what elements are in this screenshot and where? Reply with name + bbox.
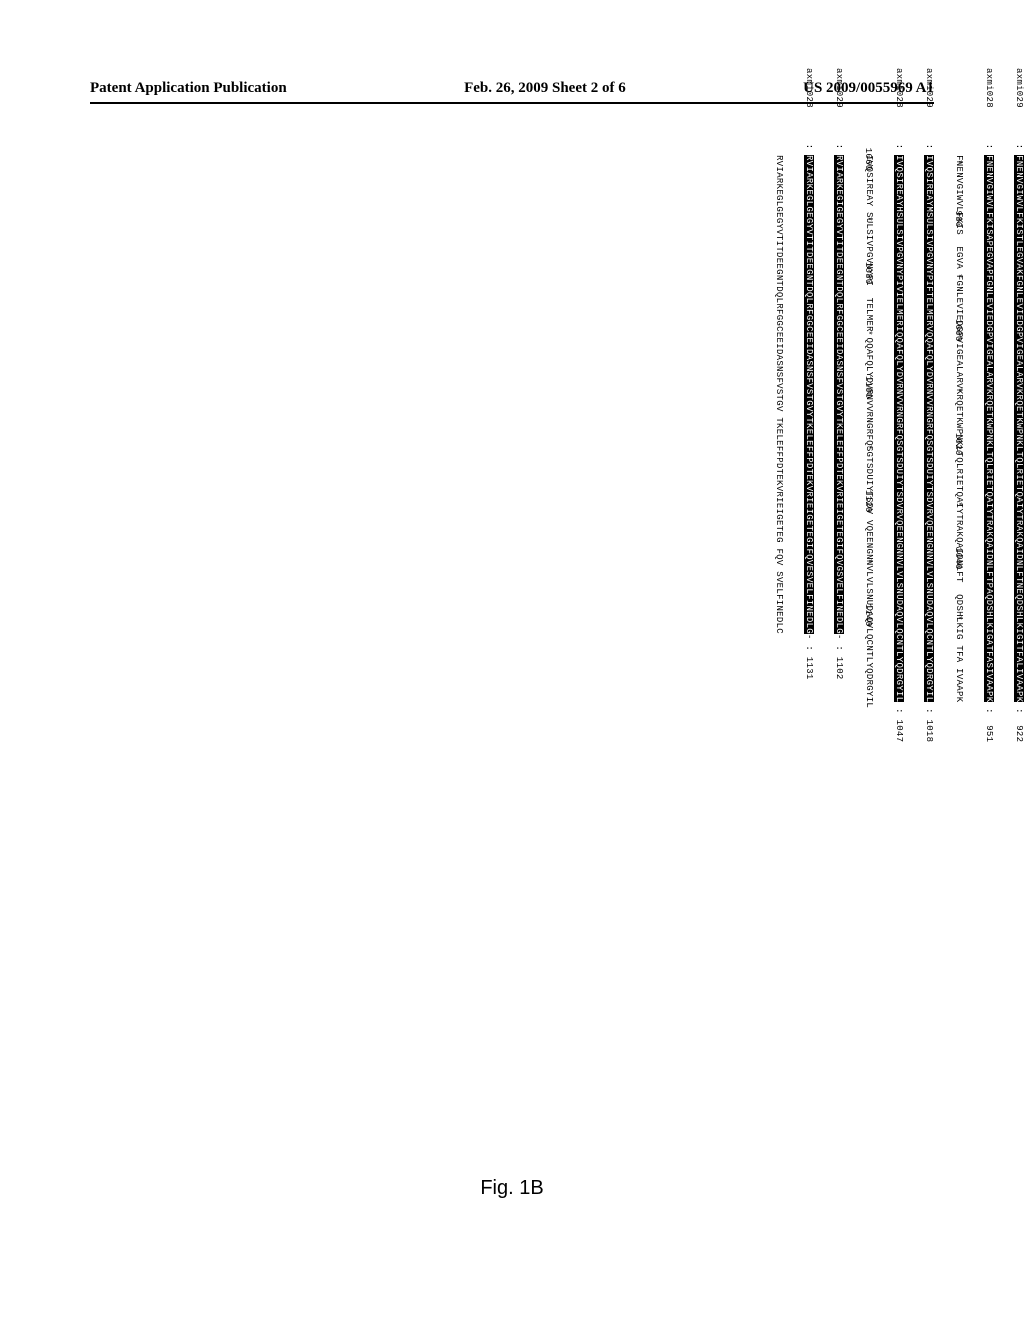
- figure-caption: Fig. 1B: [480, 1177, 543, 1200]
- sequence-alignment-figure: 680 * 700 * 720 * 740 * 760 axmi029 : KV…: [0, 328, 1024, 1072]
- seq-row: axmi029 : IVQSIREAYMSULSIVPGVNYPIFTELMER…: [923, 68, 933, 742]
- seq-row: axmi029 : RVIARKEGIGEGYVTITDEEGNTDQLRFGG…: [833, 68, 843, 680]
- header-center: Feb. 26, 2009 Sheet 2 of 6: [464, 80, 626, 97]
- alignment-block-1060: 1060 * 1080 * 1100 * 1120 * 1140 axmi029…: [754, 68, 892, 680]
- seq-row: axmi028 : FNENVGIWVLFKISAPEGVAPFGNLEVIED…: [983, 68, 993, 742]
- ruler-1060: 1060 * 1080 * 1100 * 1120 * 1140: [862, 68, 872, 680]
- seq-row: axmi029 : FNENVGIWVLFKISTLEGVAKFGNLEVIED…: [1013, 68, 1023, 742]
- seq-row: axmi028 : RVIARKEGLGEGYVTITDEEGNTDQLRFGG…: [803, 68, 813, 680]
- header-left: Patent Application Publication: [90, 80, 287, 97]
- seq-row: axmi028 : IVQSIREAYHSULSIVPGVNYPIVIELMER…: [893, 68, 903, 742]
- ruler-980: * 980 * 1000 * 1020 * 1040 *: [952, 68, 962, 742]
- consensus-row: RVIARKEGLGEGYVTITDEEGNTDQLRFGGCEEIDASNSF…: [773, 68, 783, 680]
